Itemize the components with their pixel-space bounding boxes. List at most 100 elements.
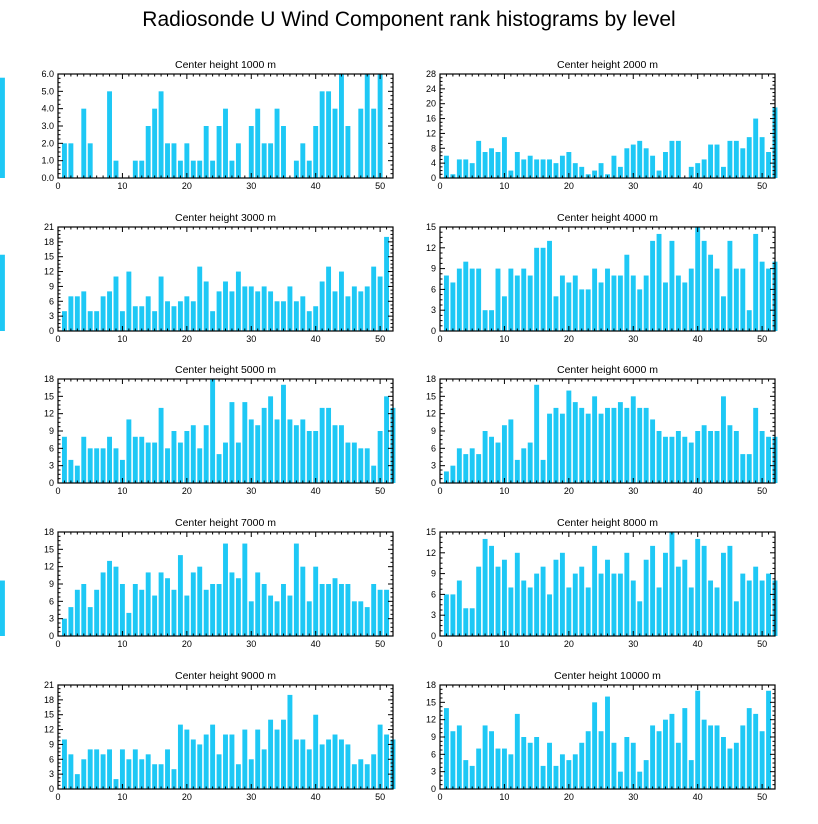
bar [74, 774, 80, 789]
bar [514, 459, 520, 483]
x-tick-label: 50 [757, 792, 767, 802]
x-tick-label: 30 [628, 792, 638, 802]
bar [605, 696, 610, 789]
y-tick-label: 12 [426, 409, 436, 419]
bar [152, 442, 158, 483]
y-tick-label: 15 [426, 697, 436, 707]
bar [753, 233, 759, 331]
bar [508, 419, 514, 483]
y-tick-label: 28 [426, 69, 436, 79]
bar [203, 734, 209, 789]
x-tick-label: 40 [311, 639, 321, 649]
bar [242, 543, 248, 636]
bar [637, 289, 643, 331]
x-tick-label: 50 [375, 181, 385, 191]
y-tick-label: 9 [431, 569, 436, 579]
x-tick-label: 50 [757, 181, 767, 191]
bar [248, 759, 254, 789]
bar [482, 152, 488, 178]
bar [235, 271, 241, 331]
bar [300, 143, 306, 178]
bar [443, 471, 449, 483]
bar [223, 734, 228, 789]
bar [274, 301, 280, 331]
bar [547, 413, 552, 483]
bar [579, 289, 585, 331]
x-tick-label: 10 [499, 486, 509, 496]
bar [87, 607, 93, 636]
bar [139, 306, 145, 331]
bar [598, 573, 604, 636]
bar [113, 276, 119, 331]
x-tick-label: 40 [693, 334, 703, 344]
bar [663, 152, 668, 178]
bar [463, 159, 469, 178]
y-tick-label: 3.0 [41, 121, 54, 131]
x-tick-label: 40 [311, 792, 321, 802]
bar [229, 402, 235, 483]
bar [547, 159, 552, 178]
bar [759, 580, 765, 636]
bar [727, 140, 733, 178]
bar [61, 143, 67, 178]
bar [81, 584, 87, 636]
bar [293, 301, 299, 331]
bar [358, 759, 364, 789]
bar [248, 126, 254, 178]
bar [759, 731, 765, 789]
bar [508, 587, 514, 636]
bar [688, 587, 694, 636]
bar [675, 275, 681, 331]
bar [753, 118, 759, 178]
bar [585, 289, 591, 331]
x-tick-label: 40 [693, 639, 703, 649]
y-tick-label: 9 [49, 579, 54, 589]
x-tick-label: 10 [499, 639, 509, 649]
bar [190, 425, 196, 483]
bar [339, 271, 344, 331]
bar [255, 425, 261, 483]
y-tick-label: 3 [49, 461, 54, 471]
bar [624, 254, 630, 331]
bar [216, 291, 222, 331]
bar [566, 760, 572, 789]
bar [145, 126, 151, 178]
bar [287, 419, 293, 483]
bar [572, 402, 578, 483]
bar [107, 291, 112, 331]
bar [313, 566, 319, 636]
panel-9: Center height 9000 m 0 10 20 30 40 50 0 3 6 9 12 15 1… [44, 670, 396, 802]
bar [68, 607, 74, 636]
bar [553, 765, 559, 789]
bar [617, 402, 623, 483]
y-tick-label: 3 [431, 305, 436, 315]
bar [171, 306, 177, 331]
panel-title: Center height 10000 m [554, 670, 661, 682]
bar [650, 419, 656, 483]
y-tick-label: 18 [426, 680, 436, 690]
bar [190, 160, 196, 178]
bar [377, 589, 383, 636]
bar [682, 282, 688, 331]
y-tick-label: 18 [44, 695, 54, 705]
bar [630, 144, 636, 178]
bar [158, 407, 164, 483]
x-tick-label: 0 [437, 792, 442, 802]
bar [508, 754, 514, 789]
x-tick-label: 0 [55, 334, 60, 344]
x-tick-label: 10 [117, 334, 127, 344]
y-tick-label: 12 [44, 267, 54, 277]
bar [746, 708, 752, 789]
x-tick-label: 0 [55, 486, 60, 496]
bar [113, 566, 119, 636]
bar [617, 275, 623, 331]
bar [611, 155, 617, 178]
bar [688, 166, 694, 178]
bar [463, 261, 469, 331]
bar [527, 587, 533, 636]
bar [727, 748, 733, 789]
panel-title: Center height 6000 m [557, 364, 658, 376]
bar [371, 108, 377, 178]
